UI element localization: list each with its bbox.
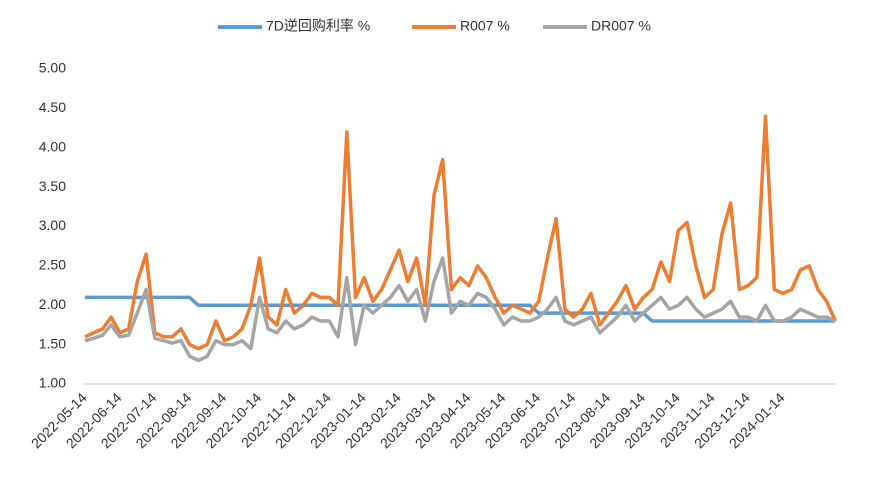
series-line: [84, 256, 837, 363]
y-tick-label: 2.00: [39, 296, 66, 312]
legend-label: R007 %: [460, 18, 510, 34]
legend-label: 7D逆回购利率 %: [266, 18, 370, 34]
y-tick-label: 1.00: [39, 375, 66, 391]
y-tick-label: 5.00: [39, 60, 66, 76]
series-line: [84, 114, 837, 351]
y-tick-label: 3.00: [39, 217, 66, 233]
series-line: [85, 295, 836, 323]
y-tick-label: 2.50: [39, 257, 66, 273]
legend-label: DR007 %: [591, 18, 651, 34]
y-tick-label: 1.50: [39, 335, 66, 351]
y-tick-label: 3.50: [39, 178, 66, 194]
y-tick-label: 4.00: [39, 138, 66, 154]
y-tick-label: 4.50: [39, 99, 66, 115]
